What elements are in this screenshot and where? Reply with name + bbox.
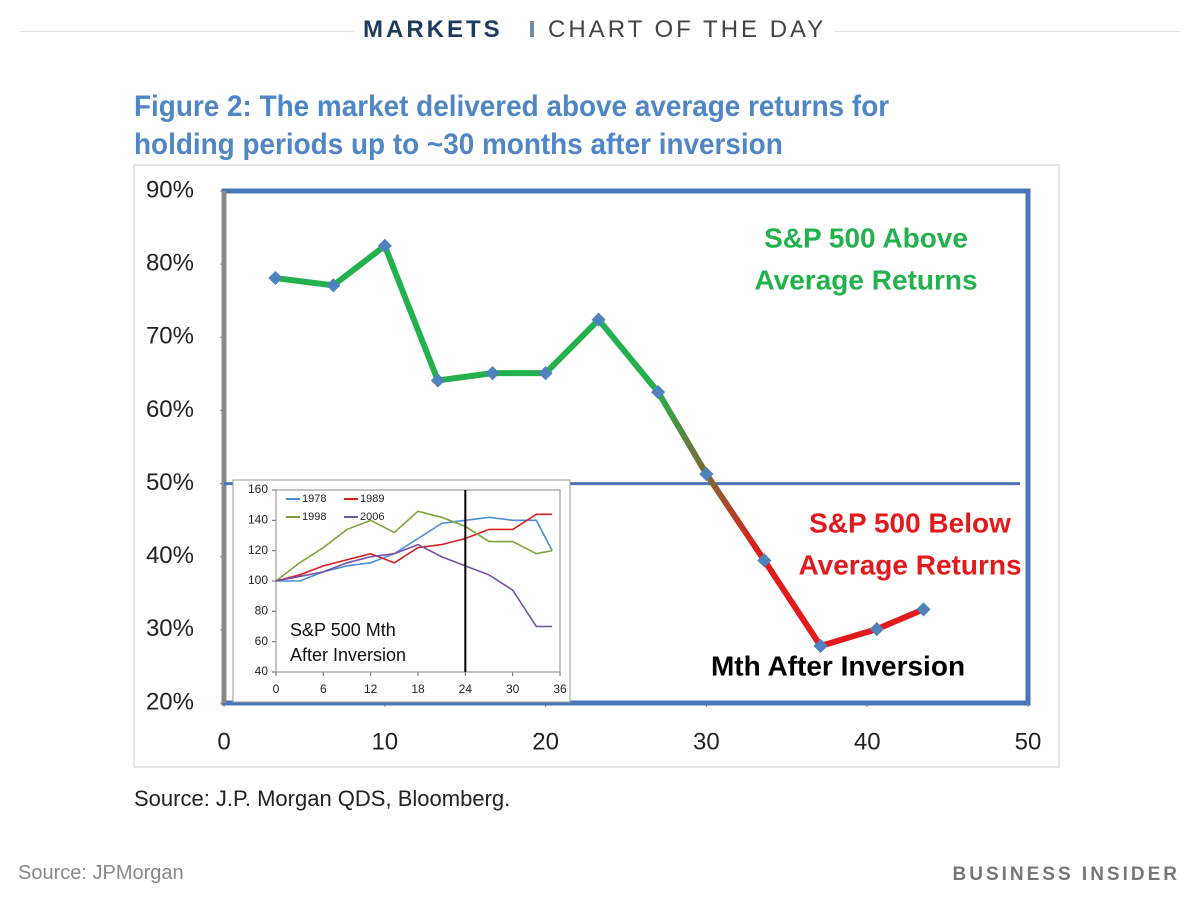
y-tick-label: 40 xyxy=(255,664,269,678)
marker xyxy=(377,238,392,253)
marker xyxy=(538,366,553,381)
y-tick-label: 100 xyxy=(248,573,268,587)
marker xyxy=(485,366,500,381)
marker xyxy=(869,622,884,637)
footer-brand: BUSINESS INSIDER xyxy=(952,864,1180,885)
y-tick-label: 70% xyxy=(146,323,194,350)
figure-title: Figure 2: The market delivered above ave… xyxy=(134,90,890,161)
marker xyxy=(326,278,341,293)
marker xyxy=(430,373,445,388)
y-tick-label: 30% xyxy=(146,615,194,642)
figure-source: Source: J.P. Morgan QDS, Bloomberg. xyxy=(134,786,511,811)
y-tick-label: 140 xyxy=(248,513,268,527)
y-tick-label: 120 xyxy=(248,543,268,557)
header-icon xyxy=(516,21,535,37)
x-tick-label: 0 xyxy=(273,682,280,696)
marker xyxy=(268,270,283,286)
x-tick-label: 30 xyxy=(693,728,720,755)
x-tick-label: 6 xyxy=(320,682,327,696)
x-tick-label: 18 xyxy=(411,682,425,696)
inset-annotation: After Inversion xyxy=(290,645,406,665)
header: MARKETS CHART OF THE DAY xyxy=(355,16,835,44)
y-tick-label: 160 xyxy=(248,482,268,496)
legend-label: 1978 xyxy=(302,493,326,505)
inset-line xyxy=(275,543,553,628)
annotation: S&P 500 Above xyxy=(764,222,968,253)
y-tick-label: 90% xyxy=(146,176,194,203)
x-tick-label: 0 xyxy=(217,728,230,755)
x-tick-label: 36 xyxy=(553,682,567,696)
y-tick-label: 80% xyxy=(146,249,194,276)
marker xyxy=(699,466,714,482)
legend-label: 2006 xyxy=(360,511,384,523)
y-tick-label: 80 xyxy=(255,604,269,618)
y-tick-label: 60 xyxy=(255,634,269,648)
y-tick-label: 40% xyxy=(146,542,194,569)
annotation: S&P 500 Below xyxy=(809,507,1011,538)
marker xyxy=(591,312,606,327)
legend-label: 1989 xyxy=(360,493,384,505)
legend-label: 1998 xyxy=(302,511,326,523)
x-tick-label: 12 xyxy=(364,682,378,696)
inset-annotation: S&P 500 Mth xyxy=(290,620,396,640)
footer-source: Source: JPMorgan xyxy=(18,862,184,884)
x-tick-label: 20 xyxy=(532,728,559,755)
y-tick-label: 60% xyxy=(146,396,194,423)
inset-line xyxy=(275,510,553,582)
y-tick-label: 50% xyxy=(146,469,194,496)
x-tick-label: 50 xyxy=(1015,728,1042,755)
section: MARKETS xyxy=(363,16,503,43)
y-tick-label: 20% xyxy=(146,688,194,715)
x-tick-label: 10 xyxy=(371,728,398,755)
x-tick-label: 40 xyxy=(854,728,881,755)
inset-line xyxy=(275,513,553,582)
annotation: Average Returns xyxy=(798,549,1021,580)
x-tick-label: 30 xyxy=(506,682,520,696)
marker xyxy=(651,385,666,400)
marker xyxy=(916,602,931,617)
kicker: CHART OF THE DAY xyxy=(548,16,827,43)
x-tick-label: 24 xyxy=(459,682,473,696)
marker xyxy=(757,553,772,568)
inset-box xyxy=(232,479,571,703)
annotation: Average Returns xyxy=(754,264,977,295)
plot-frame xyxy=(133,164,1060,768)
marker xyxy=(813,638,828,654)
annotation: Mth After Inversion xyxy=(711,650,965,681)
